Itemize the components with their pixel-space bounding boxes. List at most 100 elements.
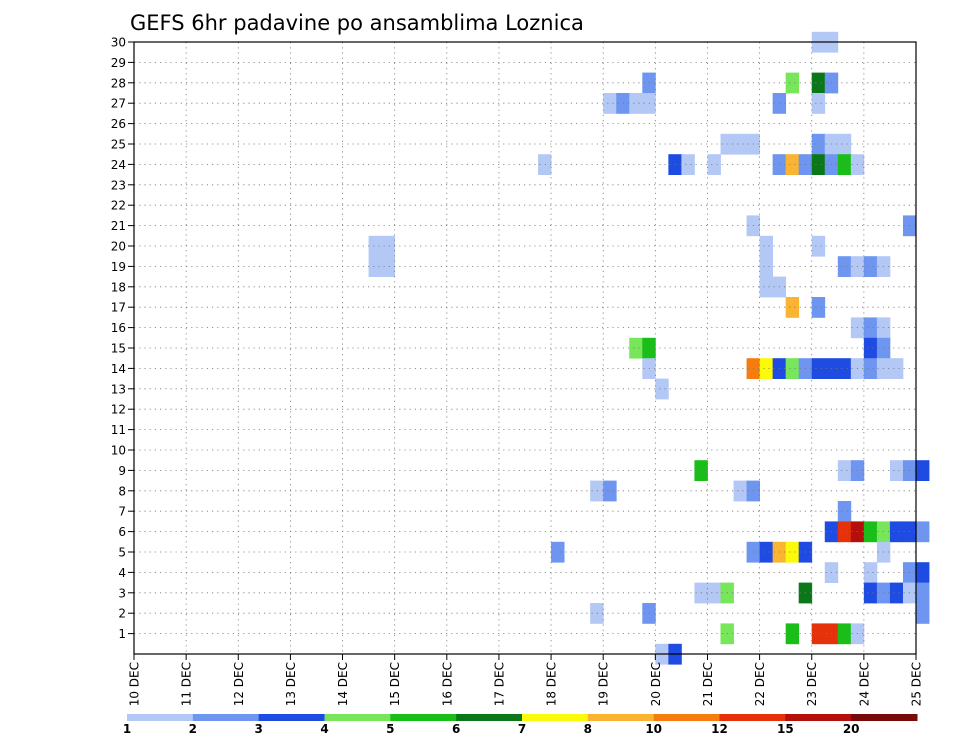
y-tick-label: 17 bbox=[111, 301, 126, 315]
y-tick-label: 21 bbox=[111, 219, 126, 233]
heatmap-cell bbox=[916, 562, 930, 583]
heatmap-cell bbox=[603, 480, 617, 502]
heatmap-cell bbox=[785, 358, 800, 379]
heatmap-cell bbox=[811, 72, 826, 94]
legend-swatch bbox=[192, 714, 260, 721]
y-tick-label: 13 bbox=[111, 382, 126, 396]
heatmap-cell bbox=[863, 256, 878, 277]
y-tick-label: 25 bbox=[111, 138, 126, 152]
heatmap-cell bbox=[889, 521, 904, 543]
y-tick-label: 3 bbox=[118, 586, 126, 600]
legend-swatch bbox=[127, 714, 194, 721]
heatmap-cell bbox=[863, 317, 878, 339]
heatmap-cell bbox=[707, 582, 721, 604]
heatmap-cell bbox=[863, 521, 878, 543]
heatmap-cell bbox=[785, 541, 800, 563]
legend-swatch bbox=[653, 714, 720, 721]
heatmap-cell bbox=[368, 235, 383, 257]
heatmap-cell bbox=[837, 521, 852, 543]
x-tick-label: 11 DEC bbox=[180, 662, 194, 706]
legend-label: 7 bbox=[518, 722, 526, 736]
heatmap-cell bbox=[916, 603, 930, 624]
y-tick-label: 14 bbox=[111, 362, 126, 376]
legend-swatch bbox=[851, 714, 918, 721]
legend-label: 2 bbox=[189, 722, 197, 736]
heatmap-cell bbox=[837, 154, 852, 175]
heatmap-cell bbox=[811, 154, 826, 175]
y-tick-label: 12 bbox=[111, 403, 126, 417]
heatmap-cell bbox=[811, 297, 826, 318]
heatmap-cell bbox=[759, 235, 774, 257]
heatmap-cell bbox=[889, 460, 904, 481]
x-tick-label: 15 DEC bbox=[388, 662, 402, 706]
y-tick-label: 24 bbox=[111, 158, 126, 172]
heatmap-cell bbox=[889, 358, 904, 379]
legend-swatch bbox=[719, 714, 786, 721]
heatmap-cell bbox=[811, 623, 826, 645]
y-tick-label: 15 bbox=[111, 342, 126, 356]
legend-label: 5 bbox=[386, 722, 394, 736]
legend-label: 1 bbox=[123, 722, 131, 736]
y-tick-label: 11 bbox=[111, 423, 126, 437]
y-tick-label: 8 bbox=[118, 484, 126, 498]
heatmap-cell bbox=[759, 276, 774, 298]
heatmap-cell bbox=[733, 480, 747, 502]
legend-swatch bbox=[390, 714, 457, 721]
heatmap-cell bbox=[603, 93, 617, 114]
heatmap-cell bbox=[863, 358, 878, 379]
y-tick-label: 2 bbox=[118, 607, 126, 621]
y-tick-label: 9 bbox=[118, 464, 126, 478]
heatmap-cell bbox=[811, 235, 826, 257]
y-tick-label: 4 bbox=[118, 566, 126, 580]
x-tick-label: 10 DEC bbox=[128, 662, 142, 706]
y-axis: 1234567891011121314151617181920212223242… bbox=[111, 36, 134, 641]
heatmap-cell bbox=[837, 623, 852, 645]
y-tick-label: 6 bbox=[118, 525, 126, 539]
x-tick-label: 13 DEC bbox=[284, 662, 298, 706]
x-tick-label: 20 DEC bbox=[649, 662, 663, 706]
heatmap-cell bbox=[785, 623, 800, 645]
y-tick-label: 20 bbox=[111, 240, 126, 254]
y-tick-label: 5 bbox=[118, 546, 126, 560]
heatmap-cell bbox=[837, 133, 852, 155]
y-tick-label: 22 bbox=[111, 199, 126, 213]
legend-swatch bbox=[456, 714, 523, 721]
y-tick-label: 29 bbox=[111, 56, 126, 70]
legend-swatch bbox=[258, 714, 325, 721]
legend-label: 12 bbox=[711, 722, 728, 736]
y-tick-label: 19 bbox=[111, 260, 126, 274]
heatmap-cell bbox=[759, 256, 774, 277]
y-tick-label: 10 bbox=[111, 444, 126, 458]
y-tick-label: 30 bbox=[111, 36, 126, 50]
x-tick-label: 16 DEC bbox=[440, 662, 454, 706]
x-tick-label: 25 DEC bbox=[910, 662, 924, 706]
x-tick-label: 12 DEC bbox=[232, 662, 246, 706]
heatmap-cell bbox=[811, 93, 826, 114]
y-tick-label: 16 bbox=[111, 321, 126, 335]
heatmap-cell bbox=[785, 297, 800, 318]
legend-label: 8 bbox=[584, 722, 592, 736]
legend-label: 4 bbox=[320, 722, 328, 736]
heatmap-cell bbox=[837, 358, 852, 379]
y-tick-label: 1 bbox=[118, 627, 126, 641]
heatmap-cell bbox=[381, 256, 396, 277]
heatmap-cell bbox=[837, 460, 852, 481]
legend-label: 3 bbox=[254, 722, 262, 736]
heatmap-cell bbox=[707, 154, 721, 175]
legend-swatch bbox=[587, 714, 655, 721]
heatmap-cell bbox=[837, 501, 852, 522]
heatmap-cell bbox=[629, 93, 643, 114]
heatmap-cell bbox=[889, 582, 904, 604]
legend-label: 6 bbox=[452, 722, 460, 736]
y-tick-label: 28 bbox=[111, 76, 126, 90]
heatmap-cell bbox=[655, 378, 669, 400]
x-tick-label: 18 DEC bbox=[545, 662, 559, 706]
heatmap-cell bbox=[368, 256, 383, 277]
legend-label: 20 bbox=[843, 722, 860, 736]
heatmap-cell bbox=[916, 582, 930, 604]
x-tick-label: 23 DEC bbox=[805, 662, 819, 706]
heatmap-cell bbox=[759, 358, 774, 379]
heatmap-cell bbox=[551, 541, 565, 563]
legend-label: 15 bbox=[777, 722, 794, 736]
